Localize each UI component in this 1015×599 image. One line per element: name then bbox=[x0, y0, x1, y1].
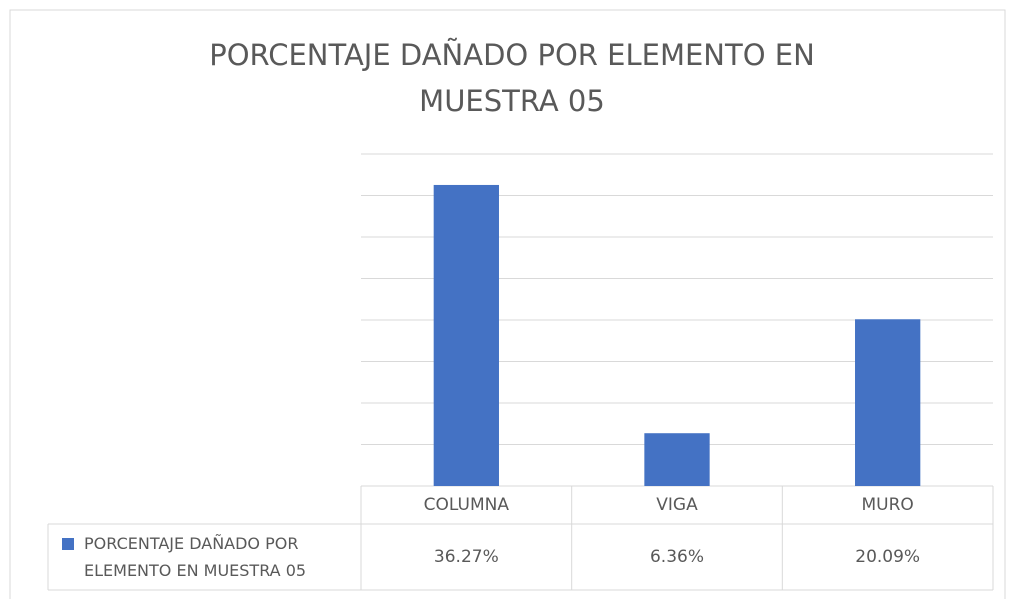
legend-key bbox=[62, 538, 74, 550]
bar bbox=[644, 433, 710, 486]
bar bbox=[855, 319, 921, 486]
x-tick-label: MURO bbox=[862, 495, 914, 515]
chart-title: PORCENTAJE DAÑADO POR ELEMENTO EN MUESTR… bbox=[209, 38, 815, 118]
x-tick-label: VIGA bbox=[656, 495, 698, 515]
legend-label: PORCENTAJE DAÑADO POR ELEMENTO EN MUESTR… bbox=[84, 534, 307, 580]
chart-border bbox=[9, 9, 1006, 599]
legend: PORCENTAJE DAÑADO POR ELEMENTO EN MUESTR… bbox=[62, 530, 362, 584]
x-tick-label: COLUMNA bbox=[424, 495, 510, 515]
bar bbox=[433, 184, 499, 487]
data-label: 6.36% bbox=[650, 547, 704, 567]
data-label: 20.09% bbox=[855, 547, 920, 567]
data-label: 36.27% bbox=[434, 547, 499, 567]
